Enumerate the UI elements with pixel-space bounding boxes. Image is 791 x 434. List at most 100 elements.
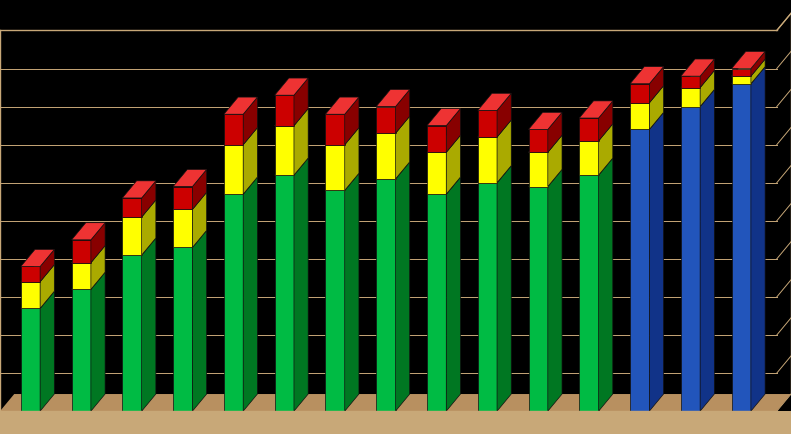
- Polygon shape: [91, 246, 105, 289]
- Polygon shape: [0, 394, 791, 411]
- Bar: [528, 152, 548, 187]
- Polygon shape: [396, 116, 410, 179]
- Polygon shape: [345, 97, 359, 145]
- Bar: [123, 198, 142, 217]
- Bar: [173, 247, 192, 411]
- Polygon shape: [700, 70, 714, 107]
- Polygon shape: [478, 166, 511, 183]
- Polygon shape: [446, 108, 460, 152]
- Polygon shape: [142, 238, 156, 411]
- Polygon shape: [681, 89, 714, 107]
- Polygon shape: [446, 177, 460, 411]
- Polygon shape: [497, 93, 511, 137]
- Polygon shape: [224, 128, 257, 145]
- Polygon shape: [173, 230, 206, 247]
- Polygon shape: [224, 97, 257, 114]
- Polygon shape: [91, 272, 105, 411]
- Polygon shape: [700, 89, 714, 411]
- Polygon shape: [599, 101, 613, 141]
- Bar: [528, 129, 548, 152]
- Polygon shape: [377, 116, 410, 133]
- Polygon shape: [528, 135, 562, 152]
- Bar: [478, 183, 497, 411]
- Bar: [681, 107, 700, 411]
- Bar: [21, 282, 40, 309]
- Bar: [630, 103, 649, 129]
- Bar: [173, 209, 192, 247]
- Polygon shape: [325, 97, 359, 114]
- Polygon shape: [294, 158, 308, 411]
- Polygon shape: [72, 246, 105, 263]
- Bar: [325, 145, 345, 191]
- Polygon shape: [681, 59, 714, 76]
- Bar: [732, 69, 751, 76]
- Bar: [478, 137, 497, 183]
- Polygon shape: [173, 192, 206, 209]
- Polygon shape: [274, 78, 308, 95]
- Bar: [427, 125, 446, 152]
- Polygon shape: [649, 112, 664, 411]
- Polygon shape: [243, 97, 257, 145]
- Bar: [732, 76, 751, 84]
- Polygon shape: [579, 101, 613, 118]
- Polygon shape: [21, 250, 55, 266]
- Polygon shape: [377, 162, 410, 179]
- Polygon shape: [528, 112, 562, 129]
- Bar: [732, 84, 751, 411]
- Polygon shape: [427, 177, 460, 194]
- Polygon shape: [681, 70, 714, 88]
- Bar: [72, 240, 91, 263]
- Polygon shape: [325, 173, 359, 191]
- Polygon shape: [630, 67, 664, 84]
- Bar: [224, 114, 243, 145]
- Bar: [427, 194, 446, 411]
- Polygon shape: [630, 85, 664, 103]
- Polygon shape: [427, 135, 460, 152]
- Polygon shape: [732, 59, 765, 76]
- Polygon shape: [123, 200, 156, 217]
- Bar: [630, 129, 649, 411]
- Polygon shape: [192, 192, 206, 247]
- Bar: [123, 217, 142, 255]
- Polygon shape: [40, 265, 55, 309]
- Bar: [377, 179, 396, 411]
- Polygon shape: [579, 124, 613, 141]
- Bar: [224, 194, 243, 411]
- Polygon shape: [40, 250, 55, 282]
- Polygon shape: [396, 162, 410, 411]
- Polygon shape: [142, 181, 156, 217]
- Bar: [274, 125, 294, 175]
- Polygon shape: [548, 169, 562, 411]
- Bar: [630, 84, 649, 103]
- Polygon shape: [497, 120, 511, 183]
- Polygon shape: [345, 128, 359, 191]
- Polygon shape: [294, 108, 308, 175]
- Bar: [0, 411, 791, 434]
- Polygon shape: [599, 124, 613, 175]
- Bar: [478, 110, 497, 137]
- Bar: [681, 88, 700, 107]
- Bar: [274, 175, 294, 411]
- Polygon shape: [548, 135, 562, 187]
- Polygon shape: [123, 181, 156, 198]
- Bar: [528, 187, 548, 411]
- Bar: [224, 145, 243, 194]
- Polygon shape: [751, 67, 765, 411]
- Polygon shape: [548, 112, 562, 152]
- Polygon shape: [21, 291, 55, 309]
- Polygon shape: [700, 59, 714, 88]
- Bar: [579, 175, 599, 411]
- Polygon shape: [173, 169, 206, 187]
- Polygon shape: [478, 120, 511, 137]
- Polygon shape: [21, 265, 55, 282]
- Polygon shape: [478, 93, 511, 110]
- Polygon shape: [142, 200, 156, 255]
- Bar: [579, 118, 599, 141]
- Polygon shape: [649, 85, 664, 129]
- Polygon shape: [649, 67, 664, 103]
- Polygon shape: [72, 272, 105, 289]
- Bar: [21, 309, 40, 411]
- Polygon shape: [630, 112, 664, 129]
- Bar: [274, 95, 294, 125]
- Polygon shape: [243, 177, 257, 411]
